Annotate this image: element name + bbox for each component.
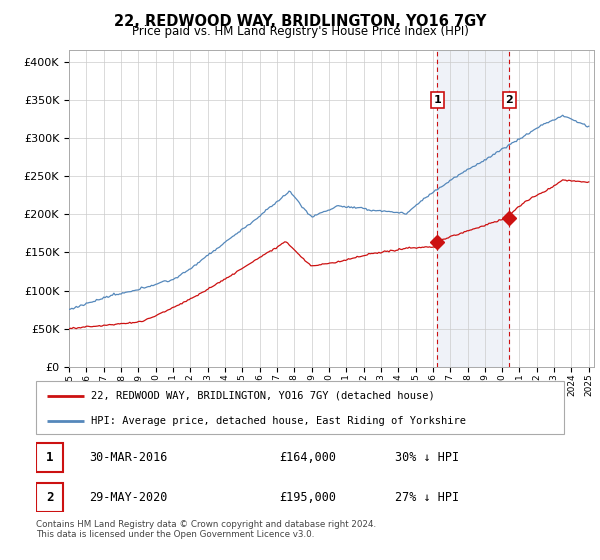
Text: 27% ↓ HPI: 27% ↓ HPI [395, 491, 459, 504]
Text: 1: 1 [433, 95, 441, 105]
Text: 30% ↓ HPI: 30% ↓ HPI [395, 451, 459, 464]
Bar [36, 443, 64, 472]
Text: 29-MAY-2020: 29-MAY-2020 [89, 491, 167, 504]
Text: Price paid vs. HM Land Registry's House Price Index (HPI): Price paid vs. HM Land Registry's House … [131, 25, 469, 38]
Text: 30-MAR-2016: 30-MAR-2016 [89, 451, 167, 464]
Bar [36, 483, 64, 512]
Text: 2: 2 [506, 95, 514, 105]
Bar [437, 50, 509, 367]
Text: Contains HM Land Registry data © Crown copyright and database right 2024.
This d: Contains HM Land Registry data © Crown c… [36, 520, 376, 539]
Text: HPI: Average price, detached house, East Riding of Yorkshire: HPI: Average price, detached house, East… [91, 416, 466, 426]
Text: 2: 2 [46, 491, 53, 504]
Text: 22, REDWOOD WAY, BRIDLINGTON, YO16 7GY: 22, REDWOOD WAY, BRIDLINGTON, YO16 7GY [114, 14, 486, 29]
Text: 1: 1 [46, 451, 53, 464]
Text: 22, REDWOOD WAY, BRIDLINGTON, YO16 7GY (detached house): 22, REDWOOD WAY, BRIDLINGTON, YO16 7GY (… [91, 391, 435, 401]
Text: £195,000: £195,000 [279, 491, 336, 504]
Text: £164,000: £164,000 [279, 451, 336, 464]
